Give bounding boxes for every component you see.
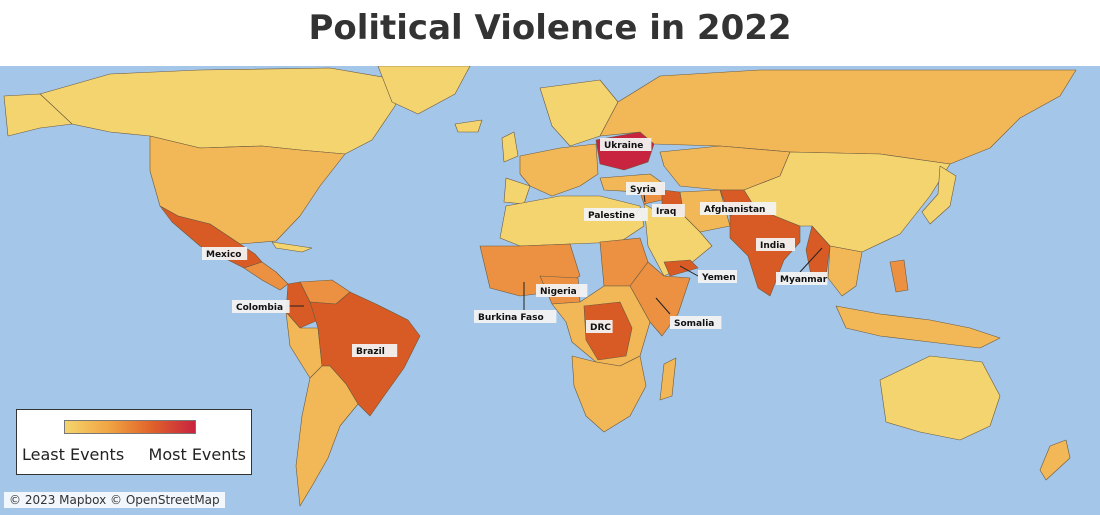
label-box-nigeria [536,284,588,297]
label-text-iraq: Iraq [656,207,676,217]
label-text-syria: Syria [630,185,656,195]
label-mexico: Mexico [202,247,248,260]
label-text-myanmar: Myanmar [780,275,828,285]
country-southern-africa[interactable] [571,355,647,433]
map-attribution[interactable]: © 2023 Mapbox © OpenStreetMap [4,492,225,508]
label-brazil: Brazil [352,344,398,357]
label-text-ukraine: Ukraine [604,141,643,151]
label-text-mexico: Mexico [206,250,241,260]
country-russia[interactable] [599,69,1077,165]
country-japan[interactable] [921,165,957,225]
country-uk[interactable] [501,131,519,163]
label-syria: Syria [626,182,665,203]
label-box-colombia [232,300,290,313]
label-colombia: Colombia [232,300,304,313]
map-title: Political Violence in 2022 [308,8,792,48]
label-text-india: India [760,241,785,251]
label-box-drc [586,320,613,333]
label-box-ukraine [600,138,652,151]
leader-line-syria [643,193,646,203]
legend-max-label: Most Events [148,445,246,464]
label-nigeria: Nigeria [536,284,588,297]
label-myanmar: Myanmar [776,247,828,285]
label-text-nigeria: Nigeria [540,287,577,297]
label-box-burkina-faso [474,310,557,323]
label-box-myanmar [776,272,828,285]
label-box-iraq [652,204,685,217]
country-yemen[interactable] [663,259,699,277]
legend: Least Events Most Events [16,409,252,475]
label-box-afghanistan [700,202,777,215]
label-burkina-faso: Burkina Faso [474,282,557,323]
label-text-drc: DRC [590,323,611,333]
label-iraq: Iraq [652,204,685,217]
label-box-yemen [698,270,737,283]
label-afghanistan: Afghanistan [700,202,777,215]
label-box-syria [626,182,665,195]
label-text-palestine: Palestine [588,211,635,221]
legend-gradient-bar [64,420,196,434]
leader-line-myanmar [799,247,823,273]
label-box-mexico [202,247,248,260]
country-australia[interactable] [879,355,1001,441]
country-iceland[interactable] [454,119,483,133]
label-text-burkina-faso: Burkina Faso [478,313,544,323]
country-cuba[interactable] [271,241,313,253]
country-southeast-asia[interactable] [827,245,863,297]
label-text-afghanistan: Afghanistan [704,205,765,215]
country-alaska[interactable] [3,93,73,137]
country-indonesia[interactable] [835,305,1001,349]
country-argentina-chile[interactable] [295,365,359,507]
label-palestine: Palestine [584,207,648,221]
country-western-europe[interactable] [519,143,599,197]
label-text-brazil: Brazil [356,347,385,357]
label-box-somalia [670,316,722,329]
label-box-india [756,238,795,251]
legend-min-label: Least Events [22,445,125,464]
country-greenland[interactable] [377,66,471,115]
label-yemen: Yemen [679,265,737,283]
leader-line-yemen [679,265,699,277]
leader-line-somalia [655,297,671,315]
label-text-somalia: Somalia [674,319,714,329]
country-new-zealand[interactable] [1039,439,1071,481]
label-somalia: Somalia [655,297,722,329]
label-text-colombia: Colombia [236,303,283,313]
label-drc: DRC [586,320,613,333]
label-box-brazil [352,344,398,357]
label-ukraine: Ukraine [600,138,652,151]
label-box-palestine [584,208,648,221]
label-india: India [756,238,795,251]
label-text-yemen: Yemen [701,273,736,283]
country-philippines[interactable] [889,259,909,293]
country-madagascar[interactable] [659,357,677,401]
